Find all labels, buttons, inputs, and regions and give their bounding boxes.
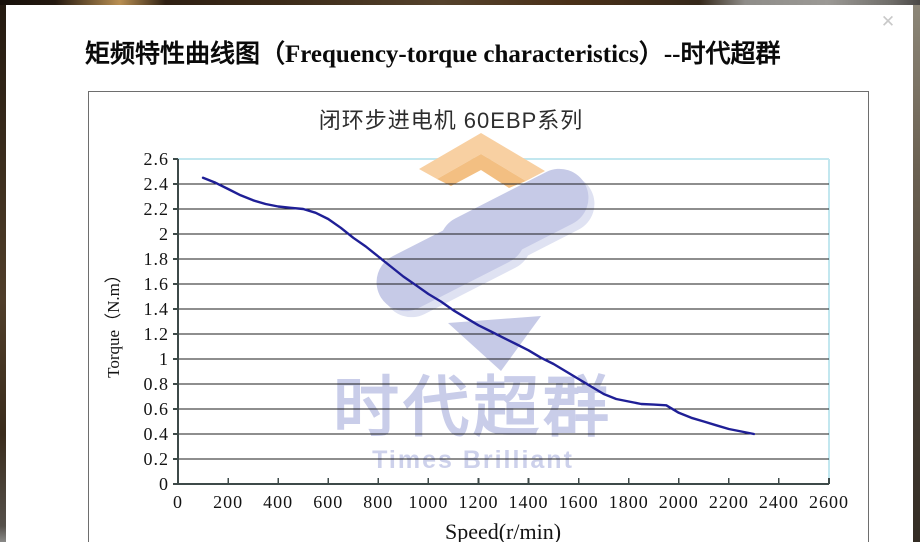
times-brilliant-logo-icon [376, 133, 595, 371]
x-tick-label: 2400 [759, 492, 799, 512]
torque-curve [201, 176, 756, 436]
y-tick-label: 2 [159, 224, 169, 244]
torque-curve-path [201, 176, 756, 436]
page-background-top-edge [0, 0, 920, 5]
x-axis-title: Speed(r/min) [445, 519, 561, 542]
x-tick-label: 1400 [509, 492, 549, 512]
page-background-right-edge [913, 5, 920, 542]
x-tick-label: 1000 [408, 492, 448, 512]
y-tick-label: 0.6 [144, 399, 170, 419]
y-tick-label: 2.2 [144, 199, 170, 219]
x-tick-label: 1200 [458, 492, 498, 512]
y-tick-label: 1 [159, 349, 169, 369]
watermark-en-text: Times Brilliant [372, 446, 574, 474]
x-tick-label: 1600 [559, 492, 599, 512]
y-tick-label: 1.4 [144, 299, 170, 319]
y-tick-label: 1.6 [144, 274, 170, 294]
watermark: 时代超群 Times Brilliant [333, 133, 613, 474]
x-tick-label: 400 [263, 492, 293, 512]
y-tick-label: 0 [159, 474, 169, 494]
y-tick-label: 0.2 [144, 449, 170, 469]
chart-title: 闭环步进电机 60EBP系列 [318, 108, 584, 133]
x-tick-label: 200 [213, 492, 243, 512]
tick-labels: 0 0.2 0.4 0.6 0.8 1 1.2 1.4 1.6 1.8 2 2.2 2.4 2.6 0 200… [144, 149, 849, 512]
x-tick-label: 800 [363, 492, 393, 512]
torque-frequency-chart: 时代超群 Times Brilliant 0 0.2 0.4 0.6 0.8 1 1.2 1.… [104, 133, 849, 542]
x-tick-label: 2000 [659, 492, 699, 512]
axes [173, 158, 830, 485]
x-tick-label: 2600 [809, 492, 849, 512]
y-tick-label: 1.2 [144, 324, 170, 344]
y-tick-label: 0.8 [144, 374, 170, 394]
x-tick-label: 2200 [709, 492, 749, 512]
gridlines [178, 183, 829, 460]
chart-frame: 时代超群 Times Brilliant 0 0.2 0.4 0.6 0.8 1 1.2 1.… [88, 91, 869, 542]
y-tick-label: 2.4 [144, 174, 170, 194]
chart-modal: ✕ 矩频特性曲线图（Frequency-torque characteristi… [6, 5, 913, 542]
page-title: 矩频特性曲线图（Frequency-torque characteristics… [85, 41, 781, 68]
y-tick-label: 2.6 [144, 149, 170, 169]
y-tick-label: 1.8 [144, 249, 170, 269]
watermark-cn-text: 时代超群 [333, 370, 613, 444]
x-tick-label: 600 [313, 492, 343, 512]
y-axis-title: Torque（N.m） [104, 266, 123, 378]
x-tick-label: 0 [173, 492, 183, 512]
close-icon[interactable]: ✕ [880, 12, 896, 32]
page-background-left-edge [0, 5, 6, 542]
x-tick-label: 1800 [609, 492, 649, 512]
y-tick-label: 0.4 [144, 424, 170, 444]
